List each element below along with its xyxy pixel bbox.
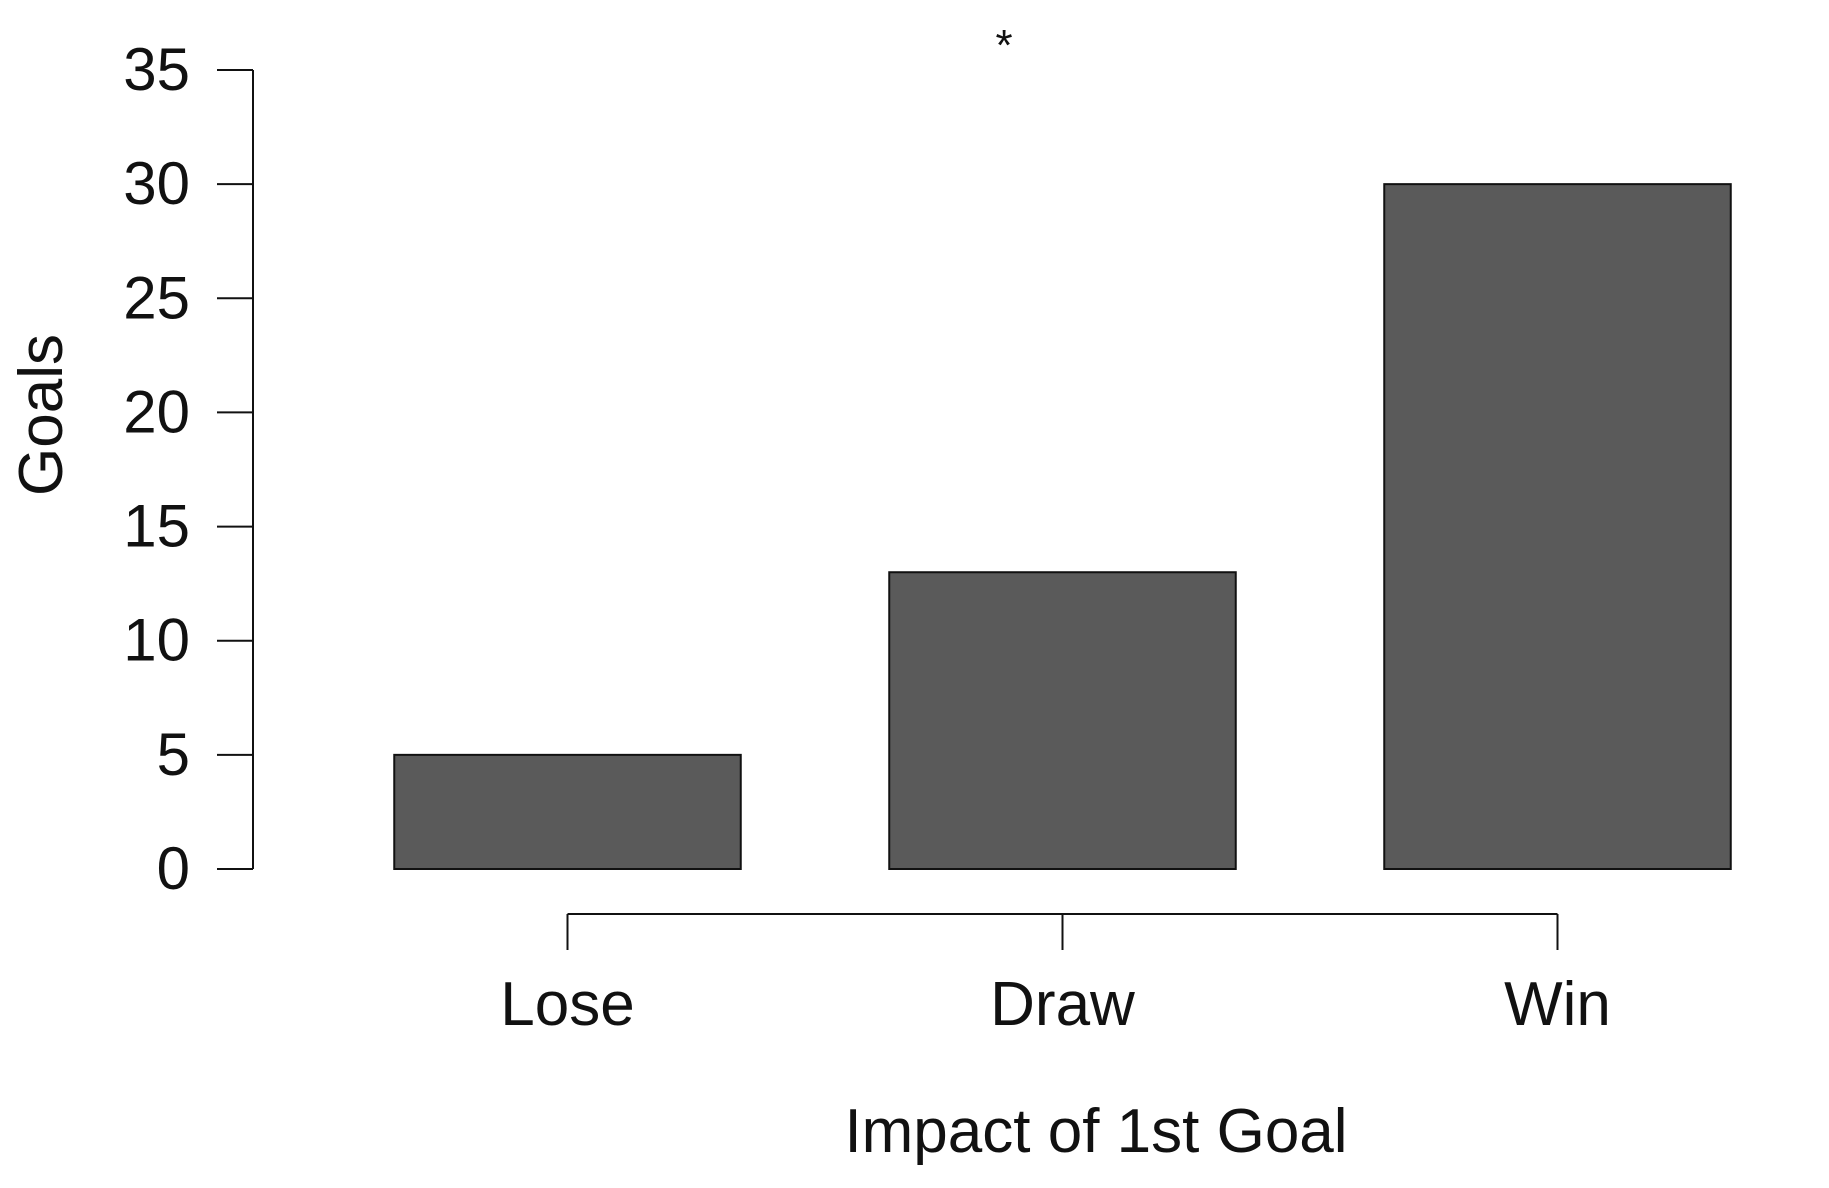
x-tick-label: Draw [990,970,1135,1039]
x-tick-label: Win [1504,970,1611,1039]
bar-lose [393,753,742,870]
y-axis: 0 5 10 15 20 25 30 35 [123,36,254,902]
y-tick-label: 20 [123,378,190,445]
bars [393,183,1732,870]
y-tick-label: 0 [157,835,190,902]
y-tick-label: 35 [123,36,190,103]
bar-win [1383,183,1732,870]
y-tick-label: 5 [157,721,190,788]
x-axis-label: Impact of 1st Goal [844,1097,1347,1166]
x-tick-label: Lose [500,970,634,1039]
y-tick-label: 25 [123,264,190,331]
bar-draw [888,571,1237,870]
y-tick-label: 10 [123,607,190,674]
y-axis-label: Goals [7,334,76,496]
significance-annotation: * [995,21,1012,70]
x-axis: Lose Draw Win [500,913,1611,1039]
y-tick-label: 30 [123,150,190,217]
y-tick-label: 15 [123,493,190,560]
